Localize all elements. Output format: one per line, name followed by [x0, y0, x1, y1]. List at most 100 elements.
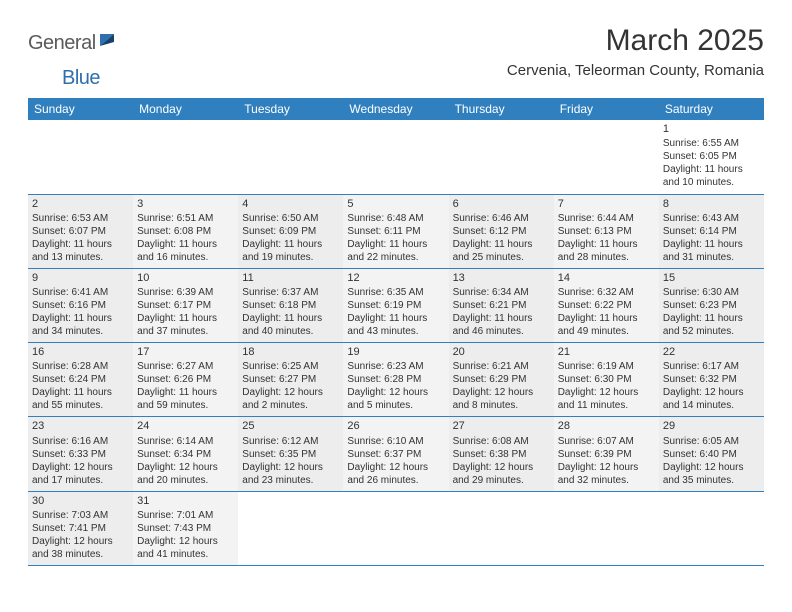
day-cell: 6Sunrise: 6:46 AMSunset: 6:12 PMDaylight… — [449, 194, 554, 268]
day-cell: 27Sunrise: 6:08 AMSunset: 6:38 PMDayligh… — [449, 417, 554, 491]
empty-cell — [554, 491, 659, 565]
day-cell: 18Sunrise: 6:25 AMSunset: 6:27 PMDayligh… — [238, 343, 343, 417]
calendar-row: 9Sunrise: 6:41 AMSunset: 6:16 PMDaylight… — [28, 268, 764, 342]
daylight-text: Daylight: 11 hours and 25 minutes. — [453, 238, 550, 264]
daylight-text: Daylight: 12 hours and 38 minutes. — [32, 535, 129, 561]
day-cell: 9Sunrise: 6:41 AMSunset: 6:16 PMDaylight… — [28, 268, 133, 342]
sunset-text: Sunset: 7:41 PM — [32, 522, 129, 535]
sunrise-text: Sunrise: 6:51 AM — [137, 212, 234, 225]
day-number: 15 — [663, 271, 760, 285]
sunset-text: Sunset: 6:29 PM — [453, 373, 550, 386]
empty-cell — [449, 491, 554, 565]
sunrise-text: Sunrise: 6:55 AM — [663, 137, 760, 150]
day-cell: 26Sunrise: 6:10 AMSunset: 6:37 PMDayligh… — [343, 417, 448, 491]
sunset-text: Sunset: 6:07 PM — [32, 225, 129, 238]
day-number: 12 — [347, 271, 444, 285]
logo-text-blue: Blue — [62, 67, 100, 90]
sunrise-text: Sunrise: 6:14 AM — [137, 435, 234, 448]
daylight-text: Daylight: 11 hours and 28 minutes. — [558, 238, 655, 264]
sunset-text: Sunset: 6:13 PM — [558, 225, 655, 238]
day-number: 14 — [558, 271, 655, 285]
sunrise-text: Sunrise: 6:34 AM — [453, 286, 550, 299]
sunset-text: Sunset: 6:11 PM — [347, 225, 444, 238]
sunset-text: Sunset: 6:22 PM — [558, 299, 655, 312]
day-number: 2 — [32, 197, 129, 211]
day-number: 3 — [137, 197, 234, 211]
day-number: 30 — [32, 494, 129, 508]
day-number: 13 — [453, 271, 550, 285]
day-number: 22 — [663, 345, 760, 359]
empty-cell — [343, 491, 448, 565]
daylight-text: Daylight: 11 hours and 40 minutes. — [242, 312, 339, 338]
weekday-header-row: Sunday Monday Tuesday Wednesday Thursday… — [28, 98, 764, 120]
day-cell: 28Sunrise: 6:07 AMSunset: 6:39 PMDayligh… — [554, 417, 659, 491]
day-number: 21 — [558, 345, 655, 359]
sunrise-text: Sunrise: 7:01 AM — [137, 509, 234, 522]
day-cell: 17Sunrise: 6:27 AMSunset: 6:26 PMDayligh… — [133, 343, 238, 417]
daylight-text: Daylight: 12 hours and 41 minutes. — [137, 535, 234, 561]
day-cell: 31Sunrise: 7:01 AMSunset: 7:43 PMDayligh… — [133, 491, 238, 565]
sunrise-text: Sunrise: 6:21 AM — [453, 360, 550, 373]
sunset-text: Sunset: 6:23 PM — [663, 299, 760, 312]
daylight-text: Daylight: 11 hours and 22 minutes. — [347, 238, 444, 264]
sunset-text: Sunset: 6:09 PM — [242, 225, 339, 238]
sunset-text: Sunset: 6:21 PM — [453, 299, 550, 312]
sunrise-text: Sunrise: 6:12 AM — [242, 435, 339, 448]
sunrise-text: Sunrise: 6:46 AM — [453, 212, 550, 225]
empty-cell — [133, 120, 238, 194]
sunrise-text: Sunrise: 6:16 AM — [32, 435, 129, 448]
sunrise-text: Sunrise: 6:08 AM — [453, 435, 550, 448]
day-cell: 7Sunrise: 6:44 AMSunset: 6:13 PMDaylight… — [554, 194, 659, 268]
sunrise-text: Sunrise: 6:53 AM — [32, 212, 129, 225]
weekday-header: Thursday — [449, 98, 554, 120]
daylight-text: Daylight: 11 hours and 59 minutes. — [137, 386, 234, 412]
day-cell: 8Sunrise: 6:43 AMSunset: 6:14 PMDaylight… — [659, 194, 764, 268]
daylight-text: Daylight: 11 hours and 49 minutes. — [558, 312, 655, 338]
sunset-text: Sunset: 6:34 PM — [137, 448, 234, 461]
day-cell: 19Sunrise: 6:23 AMSunset: 6:28 PMDayligh… — [343, 343, 448, 417]
sunset-text: Sunset: 6:26 PM — [137, 373, 234, 386]
day-cell: 30Sunrise: 7:03 AMSunset: 7:41 PMDayligh… — [28, 491, 133, 565]
day-number: 31 — [137, 494, 234, 508]
sunset-text: Sunset: 6:38 PM — [453, 448, 550, 461]
sunset-text: Sunset: 6:33 PM — [32, 448, 129, 461]
day-cell: 10Sunrise: 6:39 AMSunset: 6:17 PMDayligh… — [133, 268, 238, 342]
title-block: March 2025 Cervenia, Teleorman County, R… — [507, 24, 764, 79]
empty-cell — [554, 120, 659, 194]
day-number: 24 — [137, 419, 234, 433]
day-cell: 24 Sunrise: 6:14 AMSunset: 6:34 PMDayligh… — [133, 417, 238, 491]
day-cell: 2Sunrise: 6:53 AMSunset: 6:07 PMDaylight… — [28, 194, 133, 268]
day-cell: 12Sunrise: 6:35 AMSunset: 6:19 PMDayligh… — [343, 268, 448, 342]
logo-text-general: General — [28, 32, 96, 55]
empty-cell — [238, 491, 343, 565]
daylight-text: Daylight: 11 hours and 31 minutes. — [663, 238, 760, 264]
sunset-text: Sunset: 6:30 PM — [558, 373, 655, 386]
sunrise-text: Sunrise: 6:44 AM — [558, 212, 655, 225]
calendar-row: 2Sunrise: 6:53 AMSunset: 6:07 PM Daylight… — [28, 194, 764, 268]
day-cell: 29Sunrise: 6:05 AMSunset: 6:40 PMDayligh… — [659, 417, 764, 491]
day-cell: 21Sunrise: 6:19 AMSunset: 6:30 PMDayligh… — [554, 343, 659, 417]
day-cell: 13Sunrise: 6:34 AMSunset: 6:21 PMDayligh… — [449, 268, 554, 342]
sunrise-text: Sunrise: 6:39 AM — [137, 286, 234, 299]
day-number: 17 — [137, 345, 234, 359]
sunrise-text: Sunrise: 6:37 AM — [242, 286, 339, 299]
weekday-header: Tuesday — [238, 98, 343, 120]
daylight-text: Daylight: 12 hours and 23 minutes. — [242, 461, 339, 487]
daylight-text: Daylight: 12 hours and 14 minutes. — [663, 386, 760, 412]
day-number: 28 — [558, 419, 655, 433]
day-cell: 15Sunrise: 6:30 AMSunset: 6:23 PMDayligh… — [659, 268, 764, 342]
weekday-header: Saturday — [659, 98, 764, 120]
day-cell: 16Sunrise: 6:28 AMSunset: 6:24 PMDayligh… — [28, 343, 133, 417]
calendar-table: Sunday Monday Tuesday Wednesday Thursday… — [28, 98, 764, 566]
sunrise-text: Sunrise: 6:28 AM — [32, 360, 129, 373]
day-number: 19 — [347, 345, 444, 359]
logo: General — [28, 24, 124, 55]
daylight-text: Daylight: 11 hours and 19 minutes. — [242, 238, 339, 264]
day-number: 25 — [242, 419, 339, 433]
daylight-text: Daylight: 12 hours and 2 minutes. — [242, 386, 339, 412]
daylight-text: Daylight: 11 hours and 46 minutes. — [453, 312, 550, 338]
sunrise-text: Sunrise: 6:35 AM — [347, 286, 444, 299]
daylight-text: Daylight: 12 hours and 20 minutes. — [137, 461, 234, 487]
logo-flag-icon — [100, 32, 122, 55]
empty-cell — [659, 491, 764, 565]
